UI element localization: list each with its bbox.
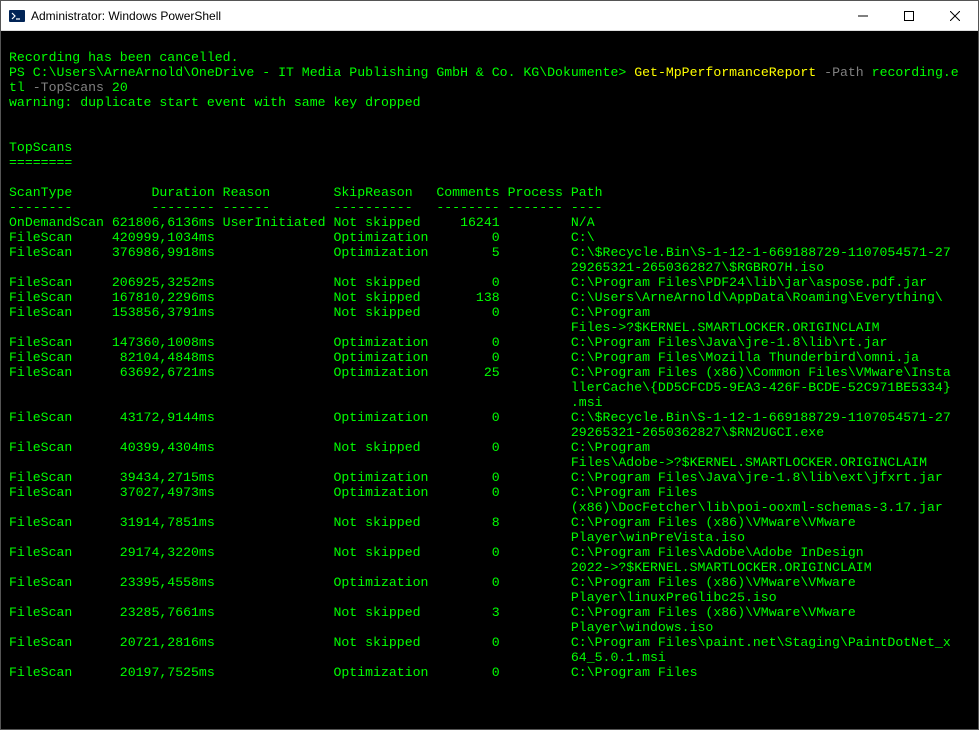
minimize-button[interactable] xyxy=(840,1,886,31)
terminal-output[interactable]: Recording has been cancelled. PS C:\User… xyxy=(1,31,978,729)
powershell-window: Administrator: Windows PowerShell Record… xyxy=(0,0,979,730)
maximize-button[interactable] xyxy=(886,1,932,31)
close-button[interactable] xyxy=(932,1,978,31)
titlebar[interactable]: Administrator: Windows PowerShell xyxy=(1,1,978,31)
window-controls xyxy=(840,1,978,31)
powershell-icon xyxy=(9,8,25,24)
window-title: Administrator: Windows PowerShell xyxy=(31,9,840,23)
